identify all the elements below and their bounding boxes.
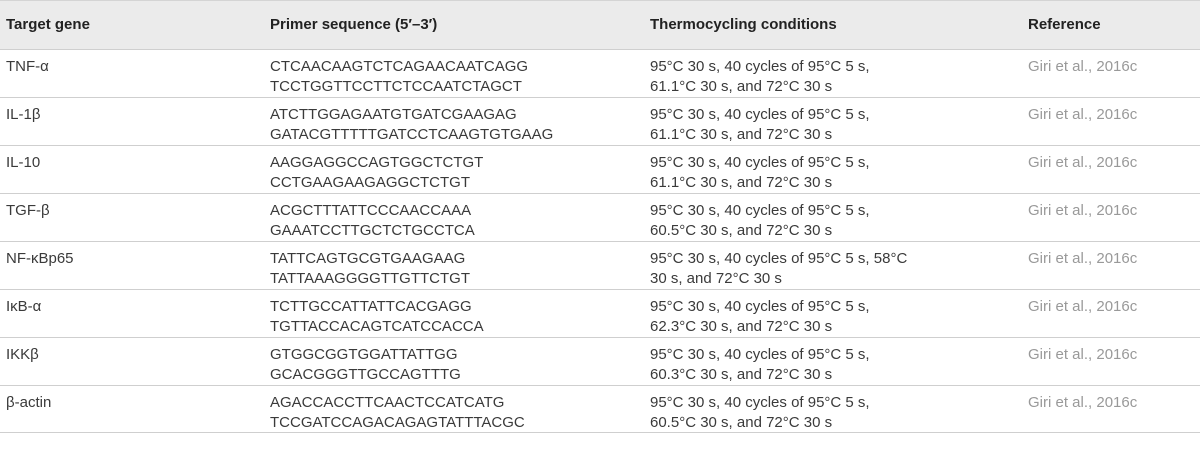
gene-cell: TGF-β: [6, 202, 50, 219]
forward-primer: GTGGCGGTGGATTATTGG: [270, 346, 458, 363]
conditions-line-1: 95°C 30 s, 40 cycles of 95°C 5 s,: [650, 58, 870, 75]
reference-link[interactable]: Giri et al., 2016c: [1028, 58, 1138, 75]
table-row: IL-10 AAGGAGGCCAGTGGCTCTGT CCTGAAGAAGAGG…: [0, 145, 1200, 193]
primer-cell: TCTTGCCATTATTCACGAGG TGTTACCACAGTCATCCAC…: [270, 297, 650, 337]
reference-link[interactable]: Giri et al., 2016c: [1028, 394, 1138, 411]
primer-table: Target gene Primer sequence (5′–3′) Ther…: [0, 0, 1200, 433]
conditions-line-2: 62.3°C 30 s, and 72°C 30 s: [650, 318, 833, 335]
header-thermocycling-conditions: Thermocycling conditions: [650, 16, 837, 33]
conditions-cell: 95°C 30 s, 40 cycles of 95°C 5 s, 62.3°C…: [650, 297, 1028, 337]
gene-cell: IKKβ: [6, 346, 39, 363]
conditions-line-1: 95°C 30 s, 40 cycles of 95°C 5 s,: [650, 202, 870, 219]
gene-cell: IκB-α: [6, 298, 42, 315]
reverse-primer: TCCTGGTTCCTTCTCCAATCTAGCT: [270, 78, 522, 95]
conditions-line-1: 95°C 30 s, 40 cycles of 95°C 5 s,: [650, 154, 870, 171]
reverse-primer: CCTGAAGAAGAGGCTCTGT: [270, 174, 471, 191]
header-reference: Reference: [1028, 16, 1101, 33]
forward-primer: TATTCAGTGCGTGAAGAAG: [270, 250, 466, 267]
reference-link[interactable]: Giri et al., 2016c: [1028, 154, 1138, 171]
conditions-cell: 95°C 30 s, 40 cycles of 95°C 5 s, 60.5°C…: [650, 201, 1028, 241]
conditions-cell: 95°C 30 s, 40 cycles of 95°C 5 s, 58°C 3…: [650, 249, 1028, 289]
primer-cell: ACGCTTTATTCCCAACCAAA GAAATCCTTGCTCTGCCTC…: [270, 201, 650, 241]
conditions-line-1: 95°C 30 s, 40 cycles of 95°C 5 s,: [650, 394, 870, 411]
forward-primer: TCTTGCCATTATTCACGAGG: [270, 298, 472, 315]
conditions-line-1: 95°C 30 s, 40 cycles of 95°C 5 s, 58°C: [650, 250, 908, 267]
conditions-line-2: 60.3°C 30 s, and 72°C 30 s: [650, 366, 833, 383]
conditions-line-2: 61.1°C 30 s, and 72°C 30 s: [650, 174, 833, 191]
conditions-line-1: 95°C 30 s, 40 cycles of 95°C 5 s,: [650, 106, 870, 123]
table-row: IL-1β ATCTTGGAGAATGTGATCGAAGAG GATACGTTT…: [0, 97, 1200, 145]
primer-cell: AGACCACCTTCAACTCCATCATG TCCGATCCAGACAGAG…: [270, 393, 650, 433]
conditions-cell: 95°C 30 s, 40 cycles of 95°C 5 s, 61.1°C…: [650, 57, 1028, 97]
conditions-cell: 95°C 30 s, 40 cycles of 95°C 5 s, 60.5°C…: [650, 393, 1028, 433]
header-target-gene: Target gene: [6, 16, 90, 33]
gene-cell: IL-1β: [6, 106, 41, 123]
primer-cell: CTCAACAAGTCTCAGAACAATCAGG TCCTGGTTCCTTCT…: [270, 57, 650, 97]
reverse-primer: TATTAAAGGGGTTGTTCTGT: [270, 270, 470, 287]
reverse-primer: GAAATCCTTGCTCTGCCTCA: [270, 222, 475, 239]
reference-link[interactable]: Giri et al., 2016c: [1028, 346, 1138, 363]
table-row: TGF-β ACGCTTTATTCCCAACCAAA GAAATCCTTGCTC…: [0, 193, 1200, 241]
forward-primer: AAGGAGGCCAGTGGCTCTGT: [270, 154, 484, 171]
gene-cell: IL-10: [6, 154, 41, 171]
forward-primer: ATCTTGGAGAATGTGATCGAAGAG: [270, 106, 517, 123]
conditions-line-1: 95°C 30 s, 40 cycles of 95°C 5 s,: [650, 298, 870, 315]
primer-cell: AAGGAGGCCAGTGGCTCTGT CCTGAAGAAGAGGCTCTGT: [270, 153, 650, 193]
primer-cell: ATCTTGGAGAATGTGATCGAAGAG GATACGTTTTTGATC…: [270, 105, 650, 145]
table-header: Target gene Primer sequence (5′–3′) Ther…: [0, 0, 1200, 49]
conditions-cell: 95°C 30 s, 40 cycles of 95°C 5 s, 61.1°C…: [650, 105, 1028, 145]
conditions-cell: 95°C 30 s, 40 cycles of 95°C 5 s, 61.1°C…: [650, 153, 1028, 193]
conditions-line-2: 61.1°C 30 s, and 72°C 30 s: [650, 126, 833, 143]
gene-cell: NF-κBp65: [6, 250, 74, 267]
reverse-primer: TGTTACCACAGTCATCCACCA: [270, 318, 484, 335]
reverse-primer: GCACGGGTTGCCAGTTTG: [270, 366, 461, 383]
conditions-line-2: 61.1°C 30 s, and 72°C 30 s: [650, 78, 833, 95]
primer-cell: GTGGCGGTGGATTATTGG GCACGGGTTGCCAGTTTG: [270, 345, 650, 385]
reference-link[interactable]: Giri et al., 2016c: [1028, 298, 1138, 315]
gene-cell: TNF-α: [6, 58, 49, 75]
reference-link[interactable]: Giri et al., 2016c: [1028, 202, 1138, 219]
header-primer-sequence: Primer sequence (5′–3′): [270, 16, 438, 33]
conditions-line-2: 60.5°C 30 s, and 72°C 30 s: [650, 414, 833, 431]
reverse-primer: TCCGATCCAGACAGAGTATTTACGC: [270, 414, 525, 431]
gene-cell: β-actin: [6, 394, 52, 411]
conditions-line-2: 30 s, and 72°C 30 s: [650, 270, 782, 287]
forward-primer: ACGCTTTATTCCCAACCAAA: [270, 202, 472, 219]
table-row: NF-κBp65 TATTCAGTGCGTGAAGAAG TATTAAAGGGG…: [0, 241, 1200, 289]
reference-link[interactable]: Giri et al., 2016c: [1028, 106, 1138, 123]
conditions-line-1: 95°C 30 s, 40 cycles of 95°C 5 s,: [650, 346, 870, 363]
conditions-cell: 95°C 30 s, 40 cycles of 95°C 5 s, 60.3°C…: [650, 345, 1028, 385]
conditions-line-2: 60.5°C 30 s, and 72°C 30 s: [650, 222, 833, 239]
reverse-primer: GATACGTTTTTGATCCTCAAGTGTGAAG: [270, 126, 554, 143]
reference-link[interactable]: Giri et al., 2016c: [1028, 250, 1138, 267]
forward-primer: CTCAACAAGTCTCAGAACAATCAGG: [270, 58, 529, 75]
table-row: TNF-α CTCAACAAGTCTCAGAACAATCAGG TCCTGGTT…: [0, 49, 1200, 97]
table-row: IKKβ GTGGCGGTGGATTATTGG GCACGGGTTGCCAGTT…: [0, 337, 1200, 385]
forward-primer: AGACCACCTTCAACTCCATCATG: [270, 394, 505, 411]
primer-cell: TATTCAGTGCGTGAAGAAG TATTAAAGGGGTTGTTCTGT: [270, 249, 650, 289]
table-row: IκB-α TCTTGCCATTATTCACGAGG TGTTACCACAGTC…: [0, 289, 1200, 337]
table-row: β-actin AGACCACCTTCAACTCCATCATG TCCGATCC…: [0, 385, 1200, 433]
